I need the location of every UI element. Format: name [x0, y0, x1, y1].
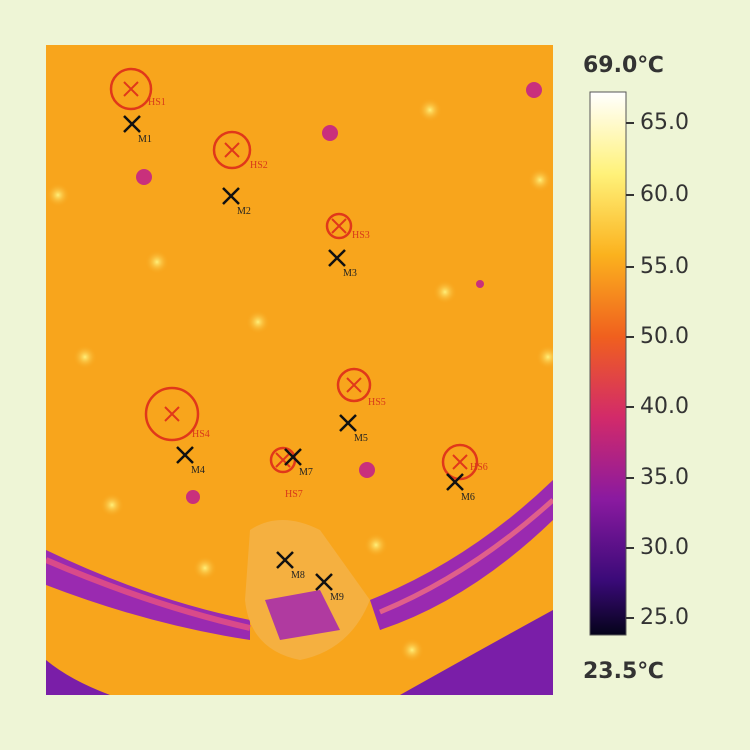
marker-label: M2 [237, 206, 251, 217]
thermal-image [46, 45, 553, 695]
cross [222, 187, 240, 205]
cross [164, 406, 180, 422]
tick-label: 25.0 [640, 605, 689, 630]
marker-label: M7 [299, 467, 313, 478]
cross [331, 218, 347, 234]
cross [123, 115, 141, 133]
tick-label: 50.0 [640, 324, 689, 349]
cross [315, 573, 333, 591]
hotspot-label: HS3 [352, 230, 370, 241]
max-label: 69.0℃ [583, 53, 664, 78]
hotspot-circle [144, 386, 200, 442]
cross [328, 249, 346, 267]
hotspot-label: HS1 [148, 97, 166, 108]
tick-label: 35.0 [640, 465, 689, 490]
cross [339, 414, 357, 432]
marker-label: M4 [191, 465, 205, 476]
tick-label: 60.0 [640, 182, 689, 207]
tick-label: 30.0 [640, 535, 689, 560]
tick-label: 65.0 [640, 110, 689, 135]
hotspot-label: HS2 [250, 160, 268, 171]
marker-label: M5 [354, 433, 368, 444]
colorbar [589, 91, 627, 636]
cross [276, 551, 294, 569]
min-label: 23.5℃ [583, 659, 664, 684]
cross [452, 454, 468, 470]
hotspot-circle [325, 212, 353, 240]
hotspot-circle [109, 67, 153, 111]
marker-label: M8 [291, 570, 305, 581]
cross [123, 81, 139, 97]
hotspot-circle [336, 367, 372, 403]
cross [284, 448, 302, 466]
marker-label: M6 [461, 492, 475, 503]
marker-label: M1 [138, 134, 152, 145]
marker-label: M3 [343, 268, 357, 279]
hotspot-label: HS7 [285, 489, 303, 500]
hotspot-label: HS5 [368, 397, 386, 408]
hotspot-circle [212, 130, 252, 170]
cross [176, 446, 194, 464]
tick-label: 40.0 [640, 394, 689, 419]
marker-label: M9 [330, 592, 344, 603]
hotspot-circle [441, 443, 479, 481]
cross [224, 142, 240, 158]
tick-label: 55.0 [640, 254, 689, 279]
cross [275, 452, 291, 468]
cross [346, 377, 362, 393]
hotspot-label: HS4 [192, 429, 210, 440]
hotspot-label: HS6 [470, 462, 488, 473]
cross [446, 473, 464, 491]
